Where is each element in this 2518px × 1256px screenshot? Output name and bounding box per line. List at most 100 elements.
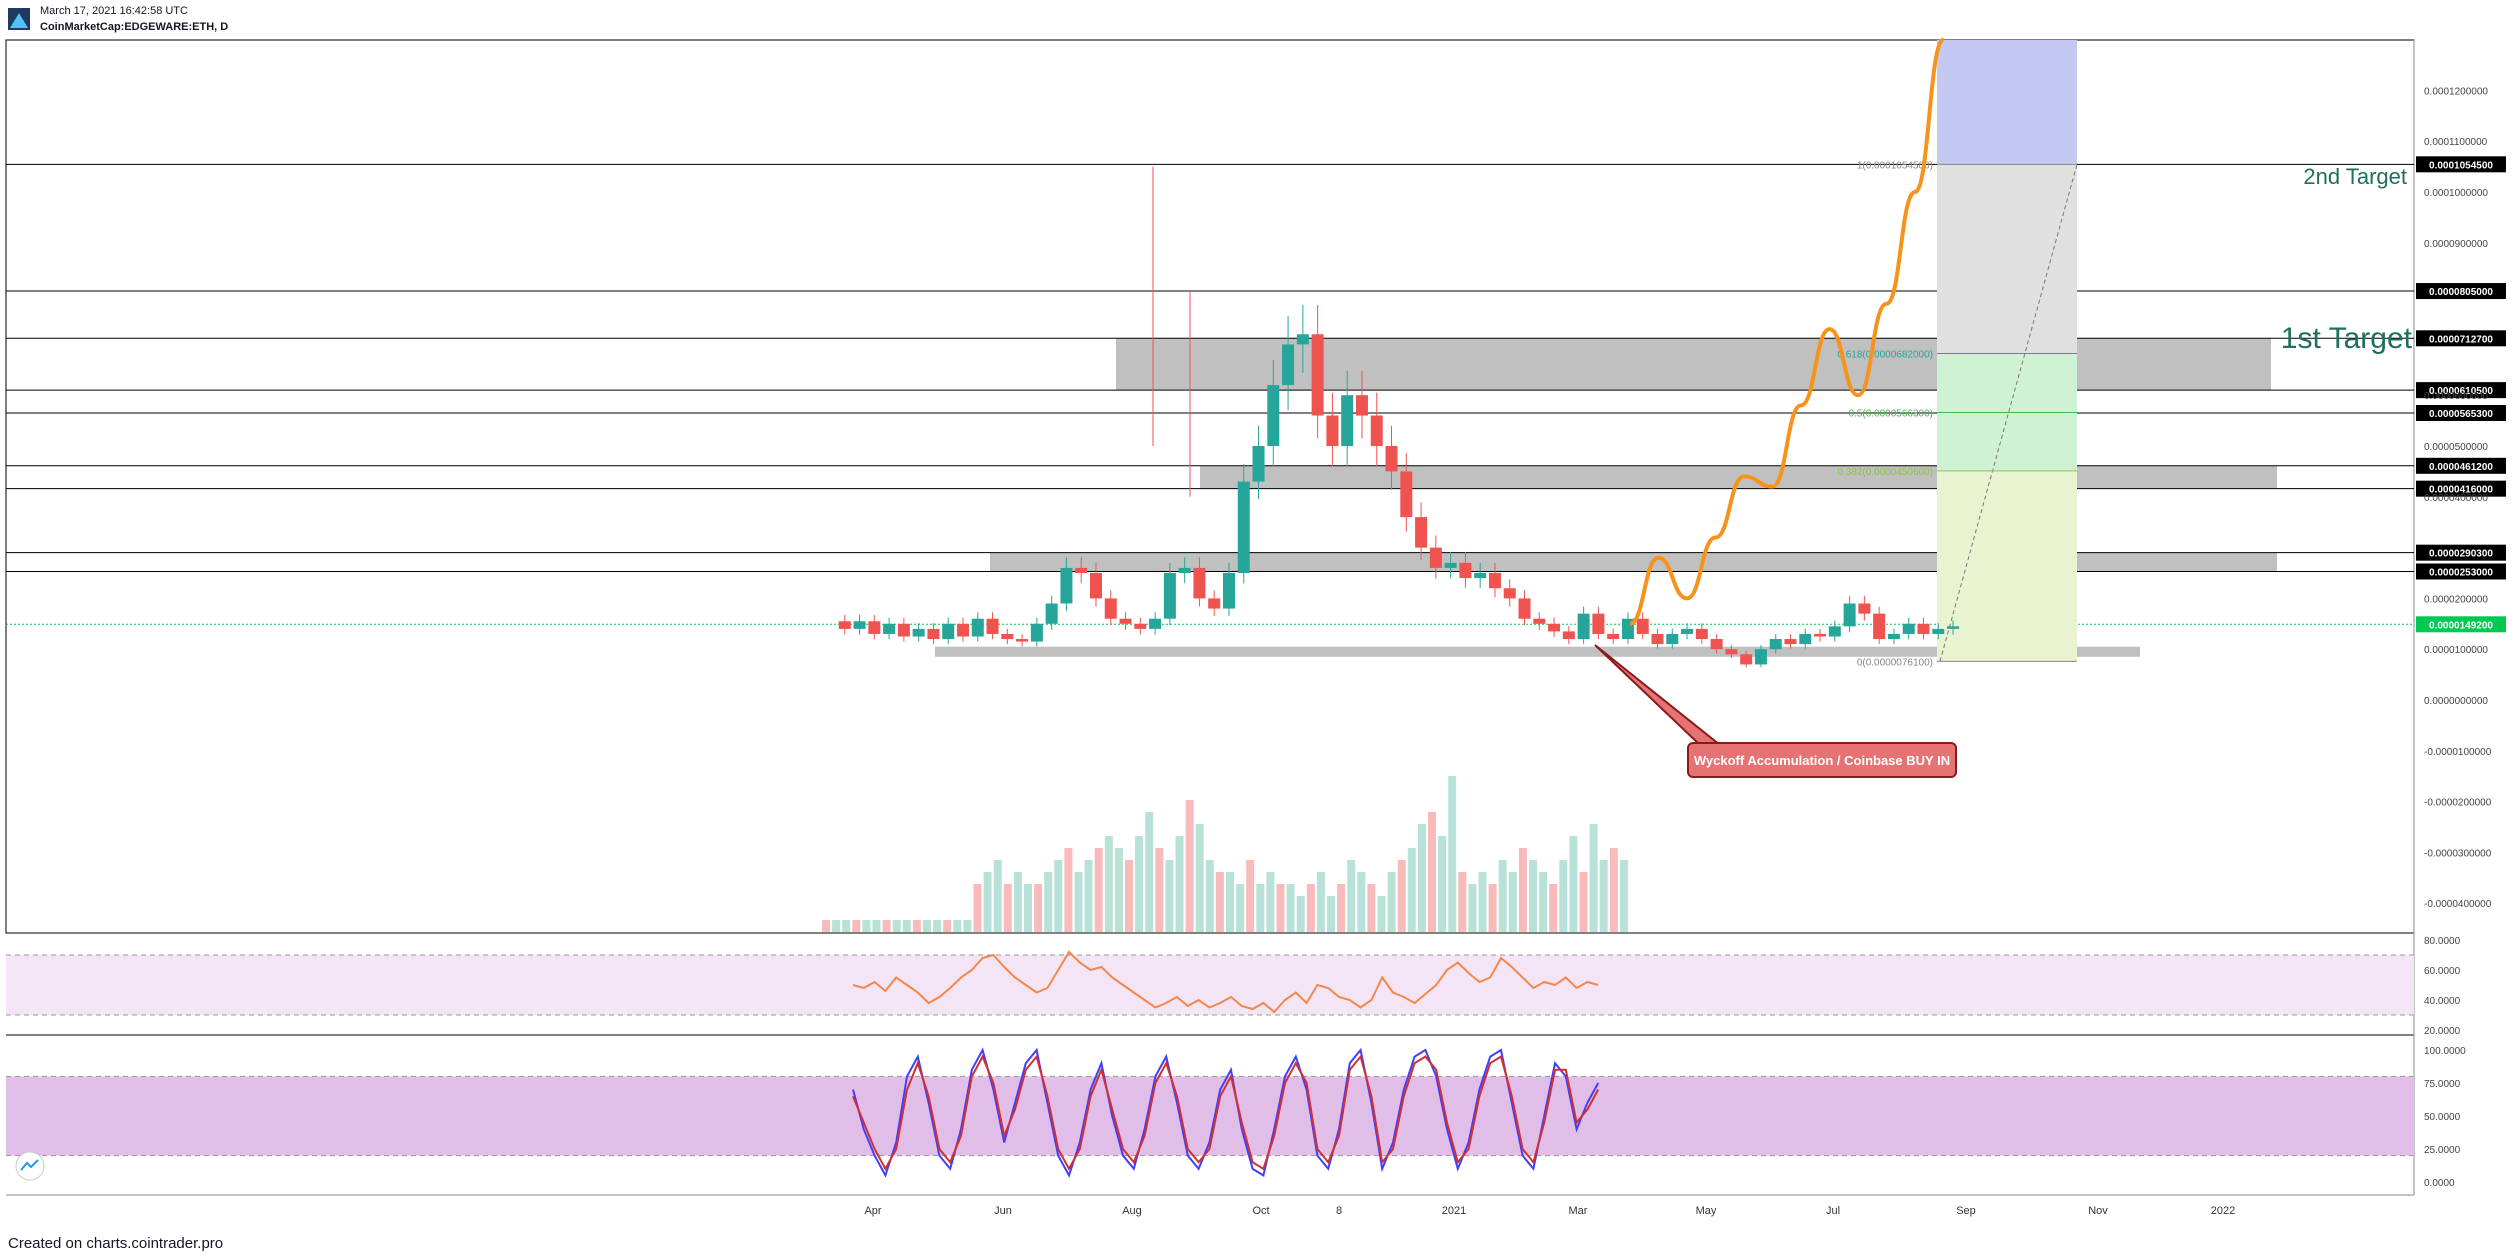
fib-label: 0.382(0.0000450600)	[1837, 467, 1933, 478]
volume-bar	[1407, 848, 1416, 932]
time-tick: Oct	[1252, 1205, 1269, 1217]
candle-body	[1355, 395, 1368, 416]
candle-body	[1887, 633, 1900, 640]
candle-body	[1267, 385, 1280, 446]
volume-bar	[832, 920, 841, 932]
volume-bar	[1003, 884, 1012, 932]
volume-bar	[1125, 860, 1133, 932]
candle-body	[1695, 628, 1708, 640]
candle-body	[1799, 633, 1812, 645]
volume-bar	[1276, 884, 1285, 932]
volume-bar	[872, 920, 881, 932]
volume-bar	[1226, 872, 1234, 932]
candle-body	[1089, 573, 1102, 599]
volume-bar	[1296, 896, 1305, 932]
rsi-tick: 40.0000	[2424, 996, 2461, 1007]
fib-label: 0.5(0.0000566300)	[1848, 408, 1933, 419]
rsi-line	[852, 950, 1599, 1014]
volume-bar	[1054, 860, 1063, 932]
stoch-tick: 0.0000	[2424, 1178, 2455, 1189]
volume-bar	[1488, 884, 1497, 932]
stoch-tick: 75.0000	[2424, 1079, 2461, 1090]
volume-bar	[1165, 860, 1174, 932]
stoch-tick: 50.0000	[2424, 1112, 2461, 1123]
candle-body	[1459, 562, 1472, 579]
volume-bar	[912, 920, 921, 932]
price-tick: 0.0000500000	[2424, 442, 2488, 453]
candle-body	[1710, 639, 1723, 650]
rsi-band	[6, 955, 2414, 1015]
price-axis: 0.0001054500 0.0000805000 0.0000712700 0.00…	[2416, 86, 2506, 910]
candle-body	[986, 618, 999, 634]
candle-body	[1104, 598, 1117, 619]
price-label-box	[2416, 544, 2506, 561]
volume-bar	[1215, 872, 1224, 932]
price-tick: 0.0000000000	[2424, 696, 2488, 707]
candle-body	[1828, 626, 1841, 637]
candle-body	[1429, 547, 1442, 568]
time-tick: 8	[1336, 1205, 1342, 1217]
volume-bar	[1034, 884, 1043, 932]
wyckoff-callout-text: Wyckoff Accumulation / Coinbase BUY IN	[1694, 753, 1950, 768]
rsi-tick: 80.0000	[2424, 936, 2461, 947]
candle-body	[1385, 446, 1398, 472]
candle-body	[1237, 481, 1250, 573]
volume-bar	[1306, 884, 1315, 932]
candle-body	[1548, 623, 1561, 632]
volume-bar	[923, 920, 931, 932]
price-tick: 0.0000600000	[2424, 391, 2488, 402]
candle-body	[1651, 633, 1664, 645]
candle-body	[1917, 623, 1930, 634]
volume-bar	[1599, 860, 1608, 932]
candle-body	[1163, 573, 1176, 619]
candle-body	[927, 628, 940, 640]
wyckoff-callout: Wyckoff Accumulation / Coinbase BUY IN	[1594, 644, 1957, 778]
volume-bar	[1256, 884, 1265, 932]
candle-body	[1016, 639, 1029, 642]
candle-body	[1725, 649, 1738, 655]
candle-body	[1932, 628, 1945, 634]
price-label: 0.0000712700	[2429, 334, 2493, 345]
candle-body	[1252, 446, 1265, 482]
volume-bar	[1185, 800, 1194, 932]
candle-body	[1562, 631, 1575, 640]
candle-body	[1769, 639, 1782, 650]
candle-body	[1400, 471, 1413, 518]
chart-home-icon[interactable]	[15, 1151, 45, 1181]
projection-curve	[1629, 37, 1946, 626]
candle-body	[1577, 613, 1590, 640]
stoch-rsi-pane: 100.0000 75.0000 50.0000 25.0000 0.0000	[6, 1046, 2466, 1189]
volume-bar	[1498, 860, 1507, 932]
candle-body	[1488, 573, 1501, 589]
candle-body	[1666, 633, 1679, 645]
candle-body	[1533, 618, 1546, 624]
volume-bar	[1175, 836, 1184, 932]
candle-body	[1030, 623, 1043, 642]
candle-body	[1341, 395, 1354, 446]
volume-bar	[1458, 872, 1467, 932]
candle-body	[1060, 567, 1073, 604]
volume-bar	[1468, 884, 1477, 932]
price-tick: 0.0000200000	[2424, 594, 2488, 605]
volume-bar	[1529, 860, 1537, 932]
stoch-tick: 25.0000	[2424, 1145, 2461, 1156]
candle-body	[1784, 639, 1797, 645]
volume-bar	[1347, 860, 1356, 932]
candle-body	[1873, 613, 1886, 640]
candle-body	[1326, 415, 1339, 446]
volume-bar	[963, 920, 972, 932]
price-label: 0.0000290300	[2429, 549, 2493, 560]
candle-body	[1119, 618, 1132, 624]
volume-bar	[1236, 884, 1245, 932]
price-candles	[838, 166, 1960, 668]
volume-bar	[1195, 824, 1204, 932]
price-tick: -0.0000300000	[2424, 848, 2492, 859]
candle-body	[1740, 654, 1753, 665]
price-label-box	[2416, 283, 2506, 300]
stoch-tick: 100.0000	[2424, 1046, 2466, 1057]
volume-bars	[822, 776, 1628, 932]
time-tick: Nov	[2088, 1205, 2108, 1217]
volume-bar	[993, 860, 1002, 932]
candle-body	[1045, 603, 1058, 624]
